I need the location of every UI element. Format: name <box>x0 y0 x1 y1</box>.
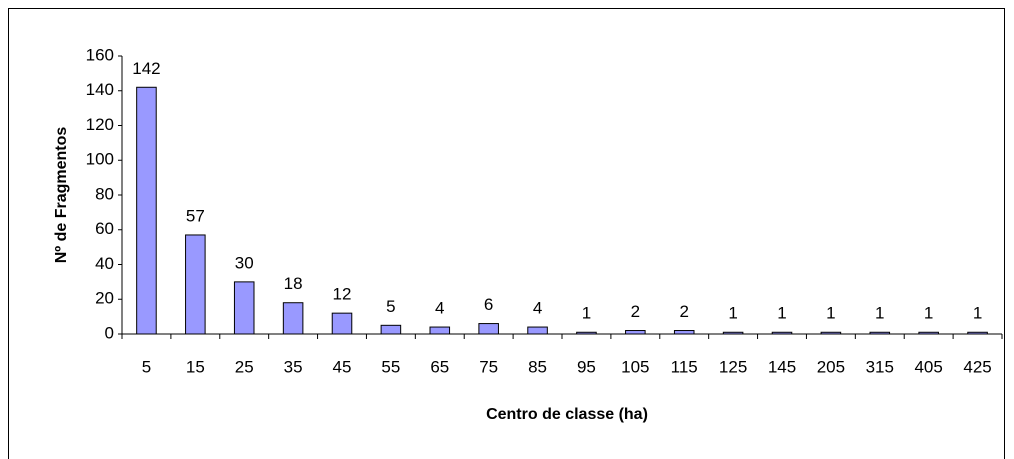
bar <box>722 331 744 335</box>
bar <box>185 234 206 335</box>
x-tick-label: 115 <box>671 357 698 376</box>
x-tick-label: 425 <box>963 357 991 376</box>
x-tick-label: 145 <box>768 357 796 376</box>
data-label: 2 <box>679 302 688 321</box>
bar <box>429 326 451 335</box>
data-label: 5 <box>386 297 395 316</box>
data-label: 2 <box>631 302 640 321</box>
data-label: 142 <box>132 59 160 78</box>
x-tick-label: 5 <box>142 357 151 376</box>
data-label: 1 <box>875 304 884 323</box>
y-tick-label: 160 <box>86 45 114 64</box>
bar <box>576 331 597 335</box>
y-tick-label: 20 <box>95 289 114 308</box>
bar <box>233 281 255 335</box>
data-label: 30 <box>235 253 254 272</box>
y-axis-title: Nº de Fragmentos <box>53 127 70 264</box>
x-tick-label: 405 <box>914 357 942 376</box>
y-tick-label: 60 <box>95 219 114 238</box>
data-label: 4 <box>435 299 444 318</box>
bar <box>331 312 353 335</box>
data-label: 1 <box>973 304 982 323</box>
chart-border <box>8 8 1005 459</box>
x-tick-label: 25 <box>235 357 254 376</box>
data-label: 4 <box>533 299 542 318</box>
data-label: 1 <box>582 304 591 323</box>
data-label: 12 <box>333 285 352 304</box>
x-tick-label: 205 <box>817 357 845 376</box>
y-tick-label: 140 <box>86 80 114 99</box>
x-tick-label: 45 <box>333 357 352 376</box>
data-label: 1 <box>777 304 786 323</box>
x-tick-label: 35 <box>284 357 303 376</box>
data-label: 18 <box>284 274 303 293</box>
y-tick-label: 40 <box>95 254 114 273</box>
bar <box>625 330 646 335</box>
x-tick-label: 65 <box>430 357 449 376</box>
data-label: 57 <box>186 206 205 225</box>
x-tick-label: 315 <box>866 357 894 376</box>
x-tick-label: 15 <box>186 357 205 376</box>
x-tick-label: 125 <box>719 357 747 376</box>
data-label: 1 <box>826 304 835 323</box>
y-tick-label: 100 <box>86 150 114 169</box>
bar <box>869 331 891 335</box>
bar <box>380 324 402 335</box>
bar <box>282 302 304 335</box>
x-tick-label: 95 <box>577 357 596 376</box>
y-tick-label: 0 <box>105 323 114 342</box>
x-tick-label: 75 <box>479 357 498 376</box>
x-axis-title: Centro de classe (ha) <box>486 406 648 423</box>
bar <box>918 331 939 335</box>
y-tick-label: 80 <box>95 184 114 203</box>
bar <box>967 331 988 335</box>
data-label: 1 <box>924 304 933 323</box>
x-tick-label: 85 <box>528 357 547 376</box>
bar <box>820 331 842 335</box>
bar <box>478 323 499 335</box>
data-label: 1 <box>728 304 737 323</box>
bar <box>771 331 793 335</box>
bar <box>527 326 548 335</box>
x-tick-label: 55 <box>381 357 400 376</box>
bar <box>136 86 157 335</box>
x-tick-label: 105 <box>621 357 649 376</box>
data-label: 6 <box>484 295 493 314</box>
y-tick-label: 120 <box>86 115 114 134</box>
bar <box>673 330 695 335</box>
